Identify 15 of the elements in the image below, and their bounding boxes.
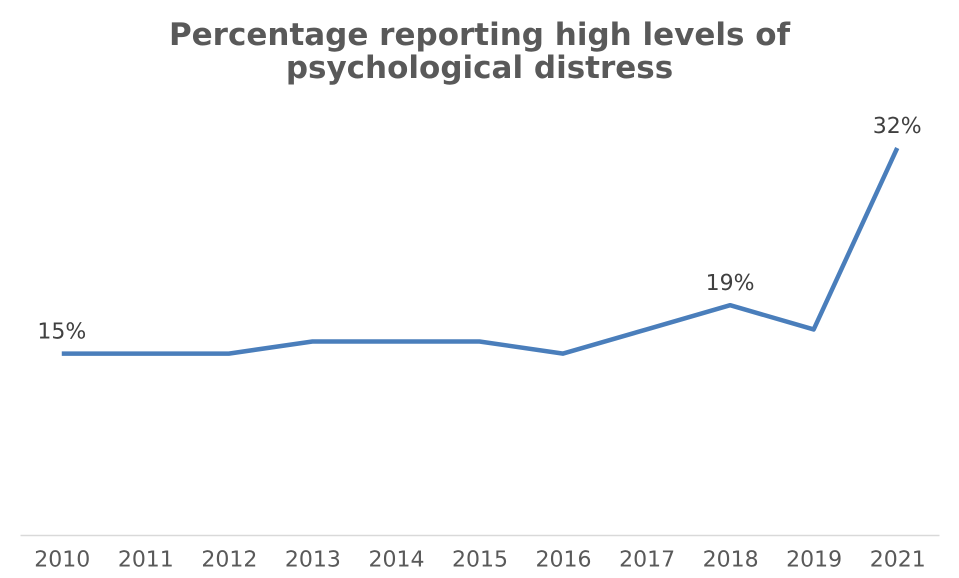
x-tick-label: 2014 xyxy=(368,548,424,572)
x-tick-label: 2021 xyxy=(870,548,926,572)
data-label: 32% xyxy=(872,114,922,139)
data-label: 19% xyxy=(706,271,755,296)
x-tick-label: 2013 xyxy=(284,548,341,572)
data-label: 15% xyxy=(37,320,86,345)
x-tick-label: 2016 xyxy=(536,548,592,572)
x-tick-label: 2018 xyxy=(702,548,759,572)
x-tick-label: 2010 xyxy=(34,548,90,572)
x-tick-label: 2015 xyxy=(452,548,508,572)
chart-title: Percentage reporting high levels of psychological distress xyxy=(168,17,791,86)
x-tick-label: 2011 xyxy=(118,548,174,572)
x-tick-label: 2017 xyxy=(619,548,676,572)
x-tick-label: 2012 xyxy=(201,548,258,572)
x-tick-label: 2019 xyxy=(786,548,842,572)
